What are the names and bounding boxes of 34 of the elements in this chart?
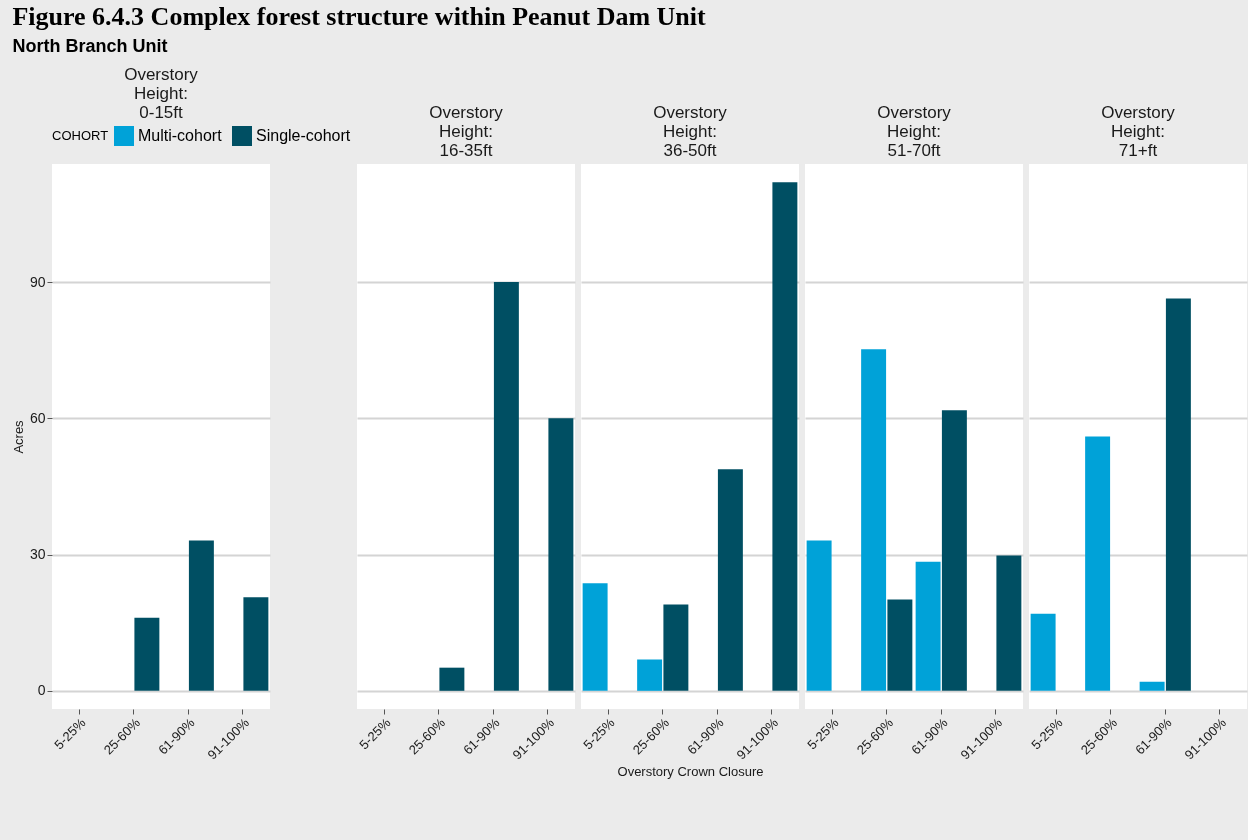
bar xyxy=(861,349,887,691)
chart-title: Overstory Height: 71+ft xyxy=(1101,103,1176,160)
bar xyxy=(243,597,269,691)
chart-title: Overstory Height: 16-35ft xyxy=(429,103,504,160)
bar xyxy=(663,604,689,691)
legend-label: Multi-cohort xyxy=(138,127,223,144)
bar xyxy=(887,599,913,691)
bar xyxy=(996,555,1022,691)
bar xyxy=(1085,436,1111,691)
y-tick-label: 0 xyxy=(37,682,46,699)
bar xyxy=(941,410,967,691)
bar xyxy=(1139,681,1165,691)
bar xyxy=(1030,613,1056,691)
bar xyxy=(188,540,214,691)
bar xyxy=(1165,298,1191,691)
legend-label: Single-cohort xyxy=(256,127,351,144)
text: North Branch Unit xyxy=(12,36,168,56)
y-tick-label: 90 xyxy=(29,273,46,290)
y-tick-label: 30 xyxy=(29,546,46,563)
bar xyxy=(637,659,663,691)
legend-title: COHORT xyxy=(52,128,109,143)
bar xyxy=(582,583,608,691)
bar xyxy=(772,182,798,691)
bar xyxy=(134,617,160,691)
bar xyxy=(806,540,832,691)
chart-title: Overstory Height: 51-70ft xyxy=(877,103,952,160)
y-axis-title: Acres xyxy=(10,419,26,454)
caption: Figure 6.4.3 Complex forest structure within Peanut Dam Unit xyxy=(12,2,707,31)
bar xyxy=(717,469,743,691)
chart-title: Overstory Height: 36-50ft xyxy=(653,103,728,160)
x-axis-title: Overstory Crown Closure xyxy=(617,764,764,780)
chart-title: Overstory Height: 0-15ft xyxy=(124,65,199,122)
y-tick-label: 60 xyxy=(29,409,46,426)
bar xyxy=(915,561,941,691)
